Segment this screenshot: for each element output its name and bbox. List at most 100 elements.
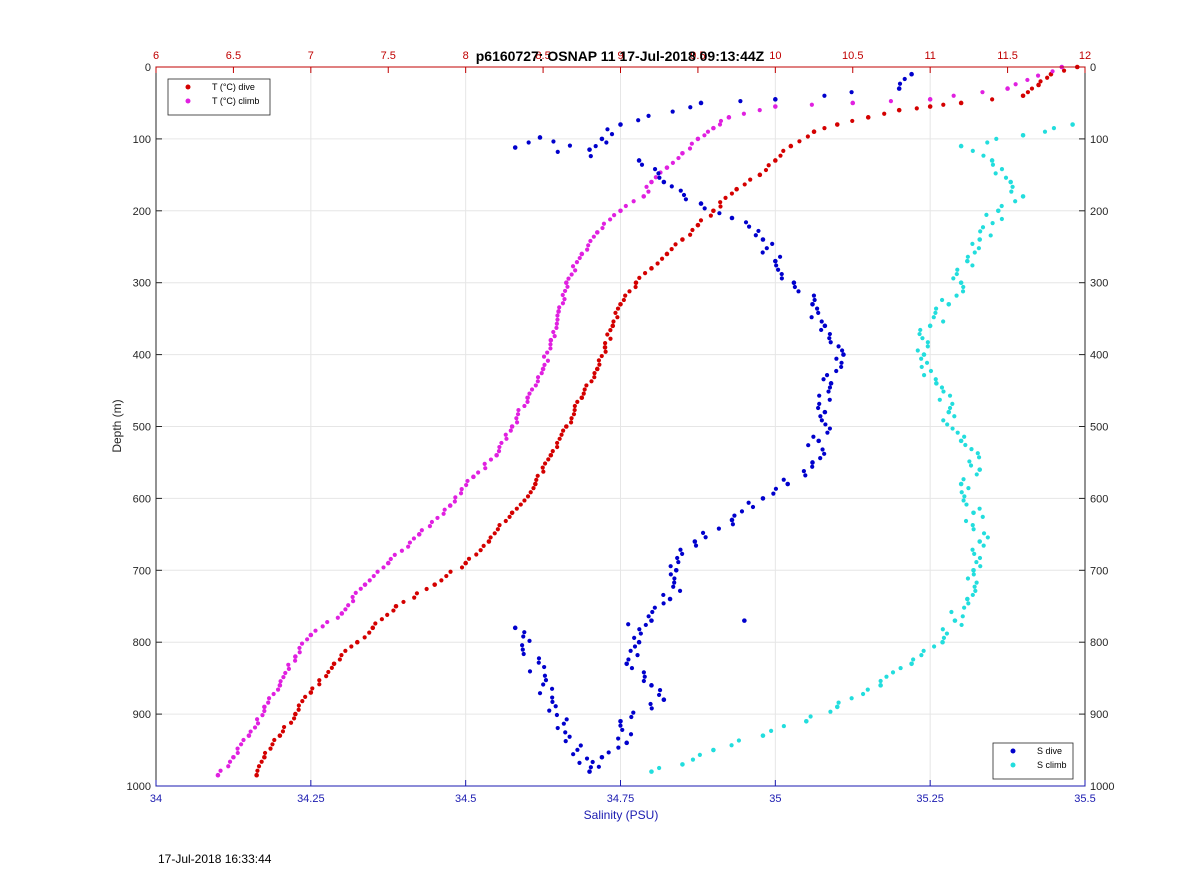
data-point xyxy=(729,215,735,221)
data-point xyxy=(1029,86,1035,91)
data-point xyxy=(646,189,651,194)
data-point xyxy=(999,203,1004,209)
x-tick-label-top: 9.5 xyxy=(690,50,705,62)
data-point xyxy=(919,653,924,658)
data-point xyxy=(255,768,260,773)
data-point xyxy=(671,584,676,589)
data-point xyxy=(750,504,756,510)
data-point xyxy=(954,271,959,277)
data-point xyxy=(788,143,794,149)
data-point xyxy=(520,647,525,652)
data-point xyxy=(781,723,786,729)
y-tick-label-right: 700 xyxy=(1090,565,1108,577)
data-point xyxy=(499,440,504,446)
data-point xyxy=(411,536,417,541)
data-point xyxy=(687,146,693,151)
data-point xyxy=(525,395,530,401)
data-point xyxy=(827,426,833,431)
data-point xyxy=(637,627,642,632)
data-point xyxy=(313,628,318,633)
data-point xyxy=(392,552,397,557)
data-point xyxy=(605,127,610,132)
data-point xyxy=(818,456,823,461)
data-point xyxy=(980,90,985,95)
data-point xyxy=(961,498,966,503)
data-point xyxy=(919,356,924,361)
data-point xyxy=(811,293,817,298)
data-point xyxy=(931,315,936,320)
data-point xyxy=(588,154,593,159)
data-point xyxy=(300,699,305,704)
data-point xyxy=(918,327,923,333)
data-point xyxy=(839,348,845,353)
data-point xyxy=(726,115,732,120)
legend-entry: S dive xyxy=(1037,746,1062,756)
data-point xyxy=(773,158,778,163)
data-point xyxy=(584,383,589,388)
data-point xyxy=(970,547,975,552)
data-point xyxy=(572,407,577,413)
data-point xyxy=(928,368,934,374)
x-tick-label-top: 9 xyxy=(617,50,623,62)
data-point xyxy=(990,162,996,167)
data-point xyxy=(921,352,927,357)
data-point xyxy=(896,107,902,113)
data-point xyxy=(281,724,287,730)
data-point xyxy=(753,233,758,238)
y-axis-label: Depth (m) xyxy=(110,399,124,452)
data-point xyxy=(688,232,693,237)
data-point xyxy=(977,467,983,472)
data-point xyxy=(676,155,681,161)
data-point xyxy=(439,578,444,583)
data-point xyxy=(358,586,363,591)
data-point xyxy=(542,362,547,367)
data-point xyxy=(946,409,952,415)
data-point xyxy=(974,559,979,565)
data-point xyxy=(827,397,832,402)
data-point xyxy=(522,630,527,635)
data-point xyxy=(994,136,999,141)
data-point xyxy=(354,639,360,645)
data-point xyxy=(1042,129,1048,134)
data-point xyxy=(1070,122,1075,127)
data-point xyxy=(628,648,633,653)
data-point xyxy=(526,140,531,145)
data-point xyxy=(528,490,533,495)
data-point xyxy=(497,523,502,528)
data-point xyxy=(618,718,623,724)
data-point xyxy=(773,258,778,264)
data-point xyxy=(970,241,975,246)
data-point xyxy=(488,535,493,540)
data-point xyxy=(254,717,260,722)
data-point xyxy=(550,449,555,454)
data-point xyxy=(618,301,623,307)
data-point xyxy=(952,414,957,419)
data-point xyxy=(1050,69,1055,74)
data-point xyxy=(921,648,926,653)
x-tick-label-top: 8 xyxy=(463,50,469,62)
data-point xyxy=(478,548,483,553)
data-point xyxy=(621,297,626,303)
data-point xyxy=(811,434,816,439)
data-point xyxy=(458,491,464,496)
data-point xyxy=(937,397,942,402)
data-point xyxy=(981,543,986,548)
data-point xyxy=(757,108,762,113)
legend-temperature: T (°C) dive T (°C) climb xyxy=(167,78,271,116)
data-point xyxy=(474,552,479,557)
data-point xyxy=(540,465,545,470)
data-point xyxy=(281,675,286,680)
data-point xyxy=(803,473,808,478)
data-point xyxy=(810,464,815,469)
data-point xyxy=(588,238,593,244)
data-point xyxy=(288,720,294,725)
data-point xyxy=(545,358,551,363)
data-point xyxy=(927,97,933,102)
data-point xyxy=(738,99,743,104)
data-point xyxy=(590,759,595,765)
data-point xyxy=(385,612,390,617)
data-point xyxy=(955,430,960,435)
data-point xyxy=(865,115,871,120)
data-point xyxy=(655,261,660,266)
data-point xyxy=(849,696,854,701)
